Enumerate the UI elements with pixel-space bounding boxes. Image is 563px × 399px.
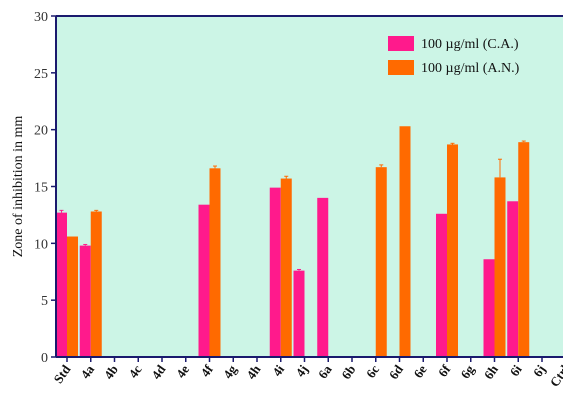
x-tick-label: 6d — [386, 361, 407, 381]
legend-label: 100 µg/ml (C.A.) — [421, 37, 519, 52]
x-tick-label: 4i — [269, 362, 287, 379]
y-tick-label: 10 — [34, 237, 48, 252]
x-tick-label: 4j — [292, 362, 311, 379]
x-tick-label: 6f — [435, 362, 454, 380]
x-tick-label: 6b — [338, 362, 358, 382]
bar — [518, 142, 530, 357]
x-tick-label: 4e — [173, 362, 192, 381]
legend-swatch — [388, 60, 414, 75]
bar — [269, 187, 281, 357]
x-tick-label: 6i — [507, 362, 525, 379]
y-axis-title: Zone of inhibition in mm — [11, 116, 26, 258]
legend-swatch — [388, 36, 414, 51]
y-tick-label: 25 — [34, 67, 48, 82]
y-tick-label: 20 — [34, 124, 48, 139]
x-tick-label: 6h — [481, 361, 502, 381]
bar — [494, 177, 506, 357]
bar — [317, 197, 329, 357]
bar — [293, 270, 305, 357]
y-tick-label: 5 — [41, 294, 48, 309]
bar — [375, 167, 387, 357]
bar — [399, 126, 411, 357]
bar — [56, 212, 67, 357]
x-tick-label: 6a — [315, 362, 335, 382]
bars-group — [56, 126, 530, 357]
x-tick-label: Ctrl — [547, 362, 563, 390]
x-tick-label: 4d — [148, 361, 169, 381]
x-tick-label: 4f — [197, 362, 216, 380]
bar — [436, 213, 447, 357]
x-tick-label: 4b — [101, 362, 121, 382]
x-tick-label: 4a — [77, 362, 97, 382]
y-tick-label: 15 — [34, 181, 48, 196]
x-tick-label: Std — [50, 361, 74, 386]
x-tick-label: 6g — [457, 362, 477, 382]
bar — [198, 204, 210, 357]
bar — [67, 236, 78, 357]
bar — [79, 245, 91, 357]
x-tick-label: 6e — [410, 362, 429, 381]
bar — [447, 144, 458, 357]
y-axis: 0 5 10 15 20 25 30 — [34, 10, 57, 366]
x-tick-label: 4h — [243, 361, 264, 381]
legend-label: 100 µg/ml (A.N.) — [421, 61, 520, 76]
plot-area — [56, 16, 563, 357]
y-tick-label: 30 — [34, 10, 48, 25]
y-tick-label: 0 — [41, 351, 48, 366]
bar — [209, 168, 221, 357]
x-tick-label: 6j — [530, 362, 549, 379]
x-tick-label: 6c — [363, 362, 382, 381]
bar — [483, 259, 495, 357]
x-axis: Std 4a 4b 4c 4d 4e 4f 4g 4h 4i 4j 6a 6b 6c 6d 6e 6f 6g 6h 6… — [50, 356, 563, 390]
bar — [280, 178, 292, 357]
x-tick-label: 4g — [220, 362, 240, 382]
bar — [90, 211, 102, 357]
legend: 100 µg/ml (C.A.) 100 µg/ml (A.N.) — [388, 36, 520, 76]
x-tick-label: 4c — [125, 362, 144, 381]
bar — [507, 201, 519, 357]
